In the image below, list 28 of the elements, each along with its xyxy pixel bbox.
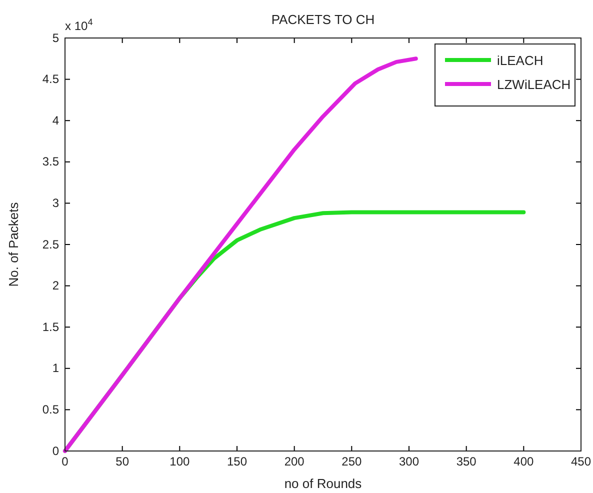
x-tick-label: 450 xyxy=(570,454,592,469)
y-axis-title: No. of Packets xyxy=(6,202,21,287)
chart-title: PACKETS TO CH xyxy=(271,12,375,27)
y-tick-label: 2.5 xyxy=(42,237,60,252)
x-axis-title: no of Rounds xyxy=(284,476,362,491)
legend-label: LZWiLEACH xyxy=(497,77,571,92)
x-tick-label: 0 xyxy=(62,454,69,469)
x-tick-label: 300 xyxy=(398,454,420,469)
y-tick-label: 1.5 xyxy=(42,320,60,334)
y-tick-label: 0.5 xyxy=(42,402,60,417)
y-tick-label: 4 xyxy=(52,113,60,128)
y-tick-label: 3 xyxy=(52,196,60,210)
x-tick-label: 50 xyxy=(116,454,130,469)
y-tick-label: 2 xyxy=(52,278,60,293)
x-tick-label: 350 xyxy=(456,454,477,469)
x-tick-label: 250 xyxy=(342,454,362,469)
y-tick-label: 5 xyxy=(52,30,60,45)
y-tick-label: 0 xyxy=(52,444,60,458)
x-tick-label: 100 xyxy=(170,454,190,469)
x-tick-label: 400 xyxy=(514,454,534,469)
y-tick-label: 1 xyxy=(52,361,60,376)
y-tick-label: 3.5 xyxy=(42,154,60,169)
legend-label: iLEACH xyxy=(497,53,544,68)
x-tick-label: 150 xyxy=(226,454,248,469)
text: x 10$^{4}$ xyxy=(65,17,93,33)
y-tick-label: 4.5 xyxy=(42,72,60,86)
x-tick-label: 200 xyxy=(284,454,305,469)
line-series xyxy=(63,56,418,453)
